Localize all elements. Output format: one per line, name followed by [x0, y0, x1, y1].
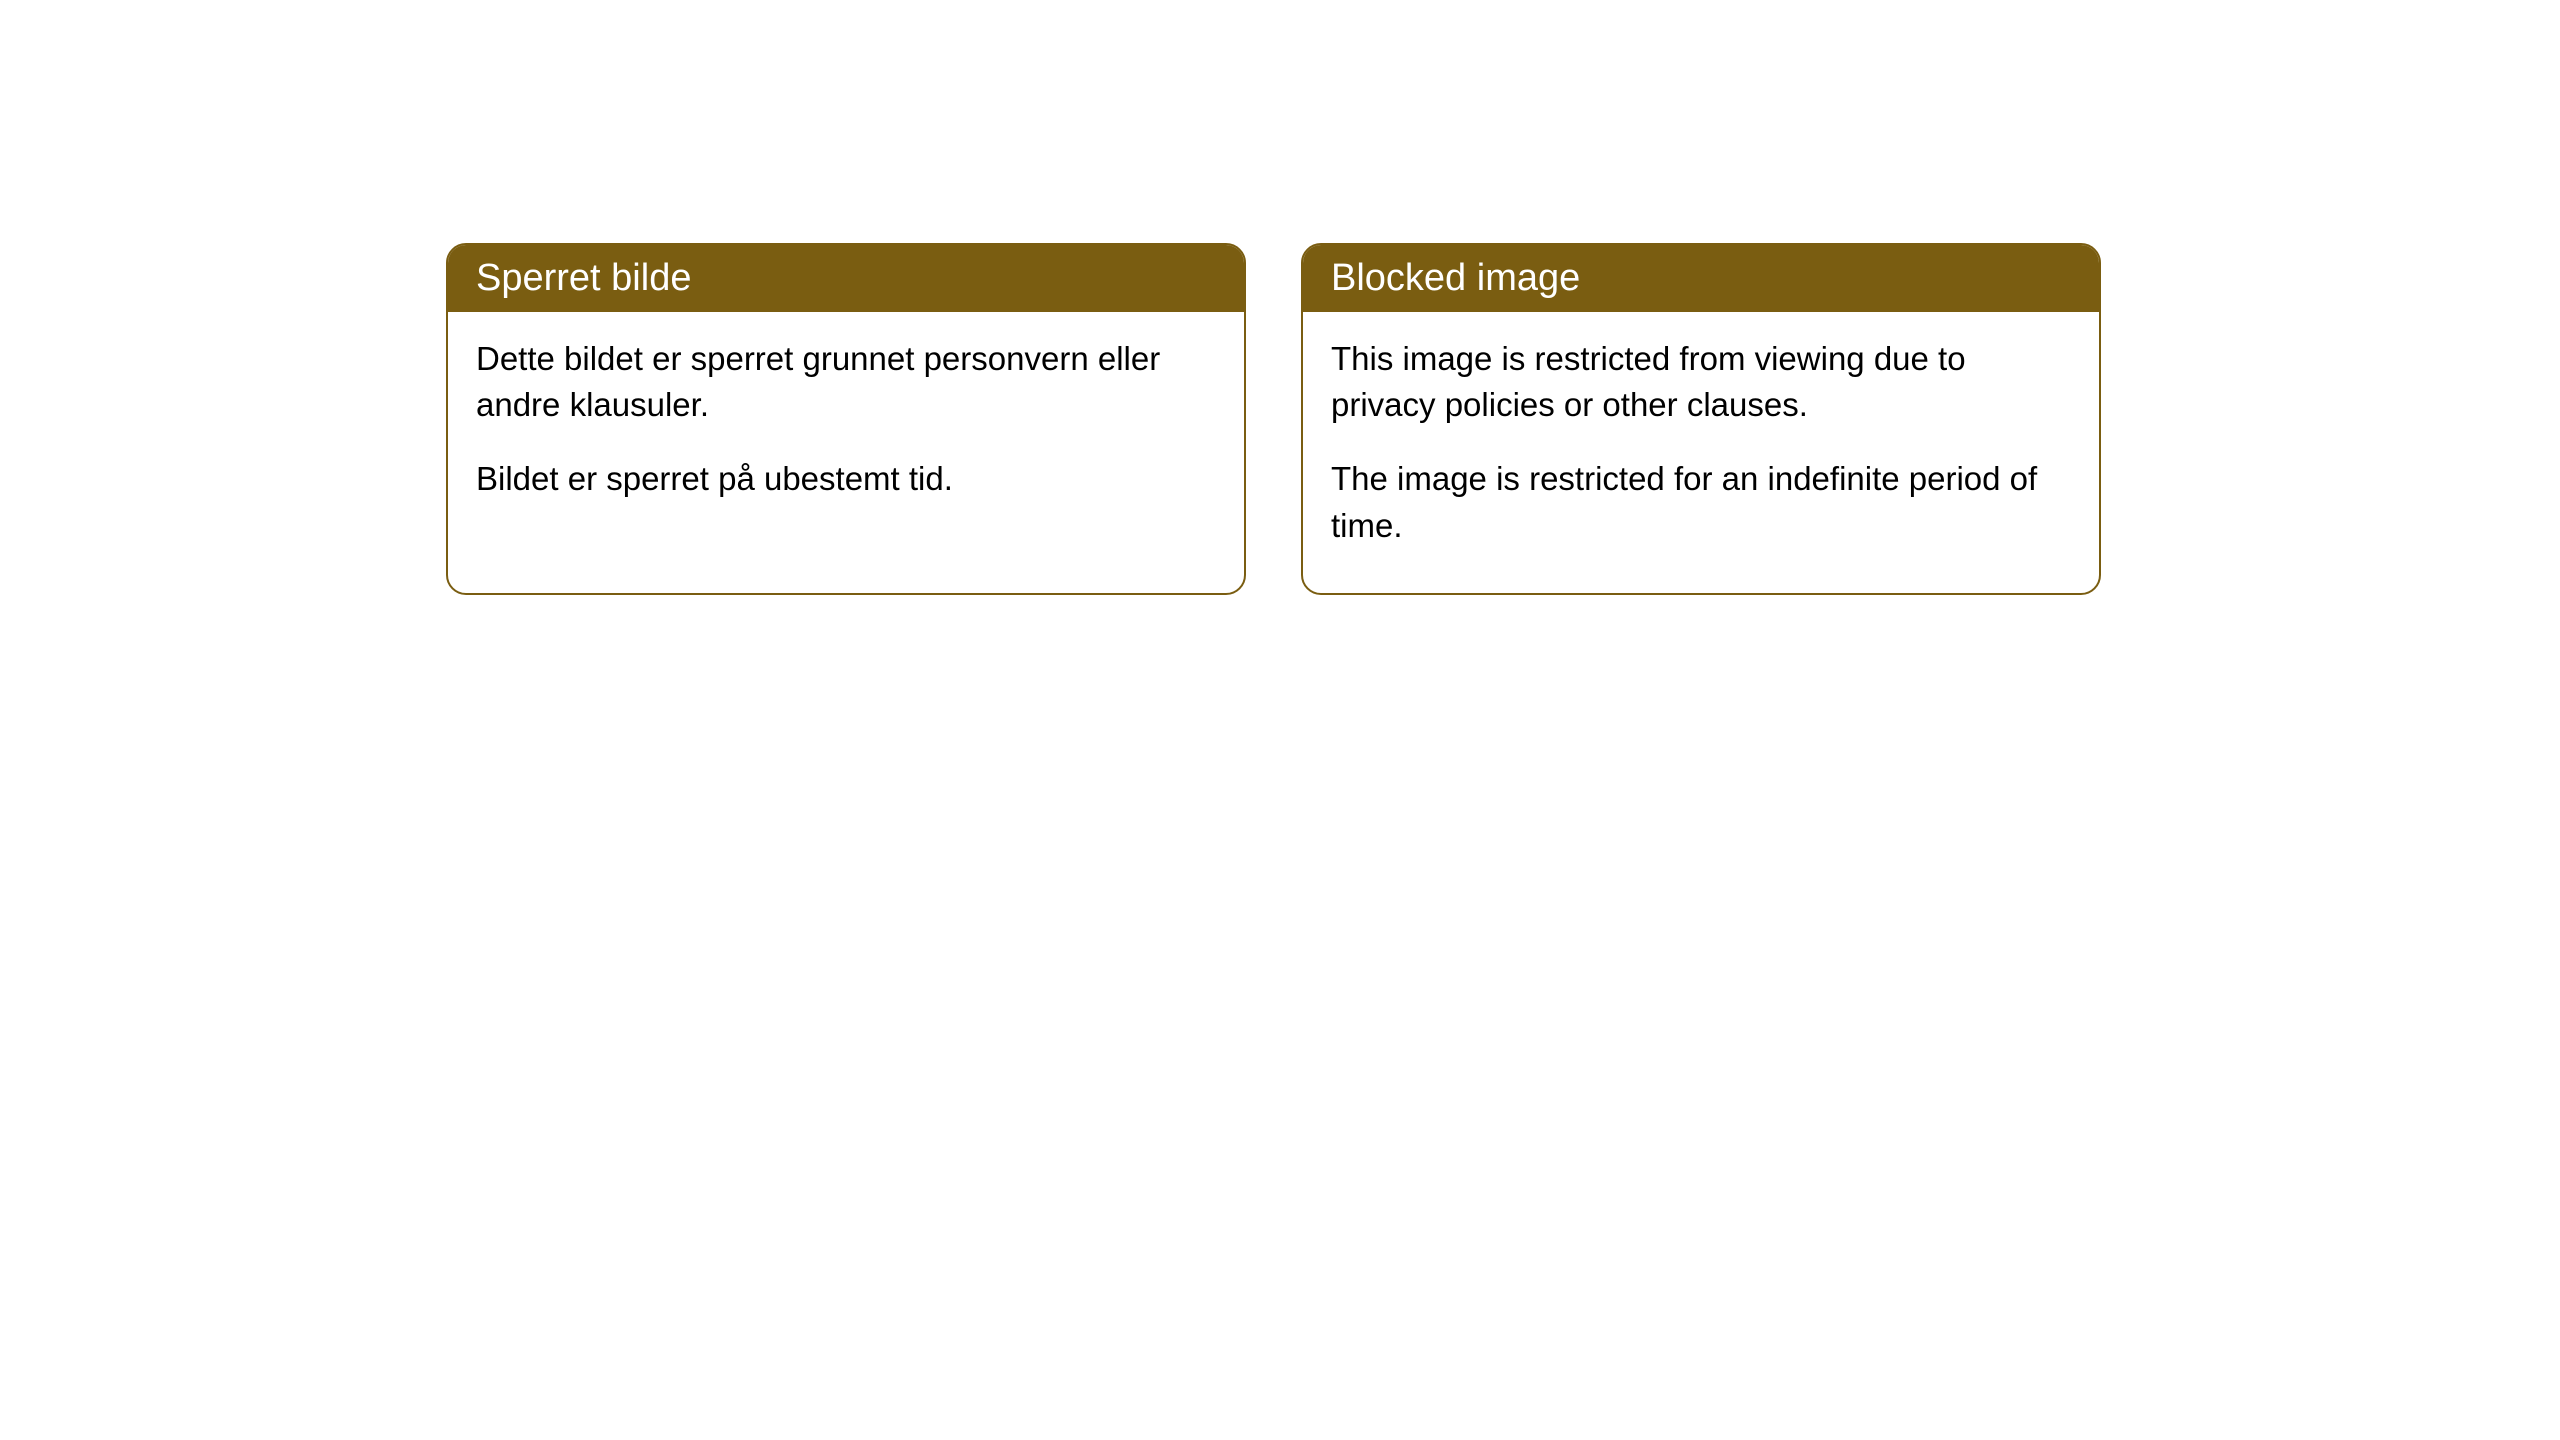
notice-text-line1: This image is restricted from viewing du… [1331, 336, 2071, 428]
notice-card-body: This image is restricted from viewing du… [1303, 312, 2099, 593]
notice-card-title: Sperret bilde [448, 245, 1244, 312]
notice-cards-container: Sperret bilde Dette bildet er sperret gr… [446, 243, 2101, 595]
notice-card-english: Blocked image This image is restricted f… [1301, 243, 2101, 595]
notice-card-body: Dette bildet er sperret grunnet personve… [448, 312, 1244, 547]
notice-text-line2: Bildet er sperret på ubestemt tid. [476, 456, 1216, 502]
notice-text-line1: Dette bildet er sperret grunnet personve… [476, 336, 1216, 428]
notice-card-norwegian: Sperret bilde Dette bildet er sperret gr… [446, 243, 1246, 595]
notice-card-title: Blocked image [1303, 245, 2099, 312]
notice-text-line2: The image is restricted for an indefinit… [1331, 456, 2071, 548]
